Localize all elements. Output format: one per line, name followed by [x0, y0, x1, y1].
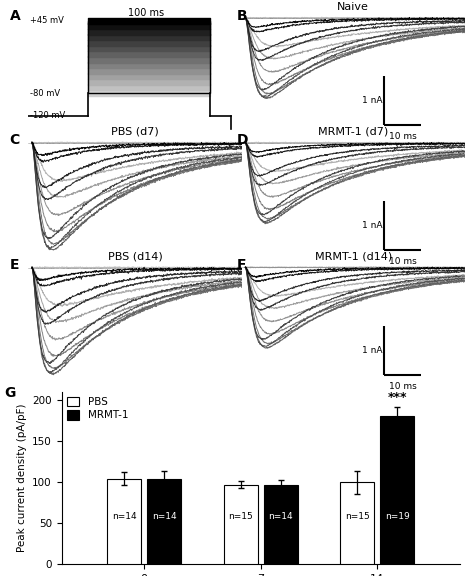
Bar — [340, 482, 374, 564]
Bar — [107, 479, 141, 564]
Text: F: F — [237, 258, 246, 272]
Text: n=14: n=14 — [112, 512, 137, 521]
Text: n=14: n=14 — [268, 512, 293, 521]
Title: PBS (d14): PBS (d14) — [108, 251, 163, 261]
Text: G: G — [5, 386, 16, 400]
Bar — [88, 21, 210, 93]
Bar — [147, 479, 181, 564]
Text: 10 ms: 10 ms — [389, 132, 416, 142]
Title: MRMT-1 (d7): MRMT-1 (d7) — [318, 126, 388, 137]
Text: 1 nA: 1 nA — [362, 346, 383, 355]
Y-axis label: Peak current density (pA/pF): Peak current density (pA/pF) — [17, 404, 27, 552]
Text: 1 nA: 1 nA — [362, 96, 383, 105]
Title: MRMT-1 (d14): MRMT-1 (d14) — [315, 251, 392, 261]
Text: D: D — [237, 134, 248, 147]
Text: 10 ms: 10 ms — [389, 382, 416, 391]
Text: -80 mV: -80 mV — [29, 89, 60, 98]
Text: E: E — [9, 258, 19, 272]
Text: n=15: n=15 — [228, 512, 253, 521]
Bar — [380, 415, 414, 564]
Text: +45 mV: +45 mV — [29, 16, 64, 25]
Title: PBS (d7): PBS (d7) — [111, 126, 159, 137]
Title: Naive: Naive — [337, 2, 369, 12]
Text: n=15: n=15 — [345, 512, 369, 521]
Text: -120 mV: -120 mV — [29, 111, 65, 120]
Text: A: A — [9, 9, 20, 22]
Text: ***: *** — [388, 391, 407, 404]
Text: C: C — [9, 134, 20, 147]
Text: 10 ms: 10 ms — [389, 257, 416, 266]
Legend: PBS, MRMT-1: PBS, MRMT-1 — [67, 397, 128, 420]
Text: n=14: n=14 — [152, 512, 177, 521]
Text: 1 nA: 1 nA — [362, 221, 383, 230]
Bar — [264, 486, 298, 564]
Text: n=19: n=19 — [385, 512, 410, 521]
Bar — [224, 484, 257, 564]
Text: B: B — [237, 9, 247, 22]
Text: 100 ms: 100 ms — [128, 8, 164, 18]
